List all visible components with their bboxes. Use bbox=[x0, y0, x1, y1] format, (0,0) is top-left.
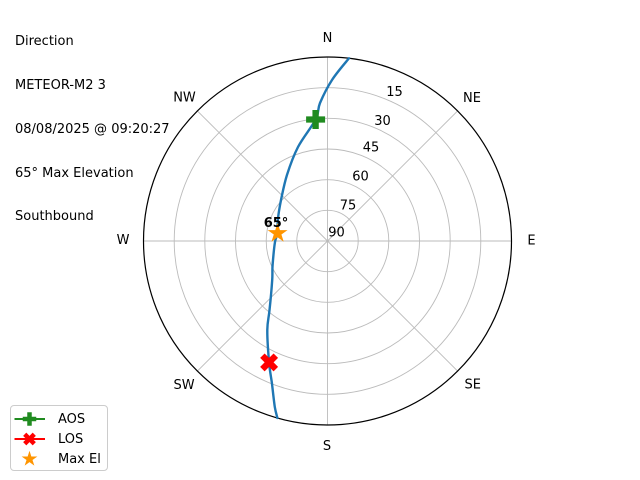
legend-label-los: LOS bbox=[58, 431, 84, 447]
aos-marker bbox=[306, 110, 326, 129]
compass-label-ne: NE bbox=[463, 91, 481, 106]
compass-label-n: N bbox=[323, 31, 333, 46]
polar-grid-spoke bbox=[327, 240, 458, 372]
pass-legend: AOS LOS Max El bbox=[10, 405, 108, 471]
elevation-tick-label: 75 bbox=[340, 199, 357, 214]
legend-marker-glyph bbox=[21, 450, 38, 466]
legend-label-aos: AOS bbox=[58, 411, 86, 427]
legend-label-max-el: Max El bbox=[58, 451, 101, 467]
compass-label-w: W bbox=[117, 233, 130, 248]
max-el-marker bbox=[267, 222, 288, 242]
pass-info-direction-title: Direction bbox=[15, 34, 74, 50]
polar-grid-spoke bbox=[197, 240, 328, 372]
elevation-tick-label: 45 bbox=[363, 141, 380, 156]
compass-label-s: S bbox=[323, 439, 331, 454]
elevation-tick-label: 90 bbox=[328, 226, 345, 241]
los-marker bbox=[260, 353, 279, 372]
elevation-tick-label: 60 bbox=[352, 170, 369, 185]
compass-label-se: SE bbox=[464, 378, 480, 393]
compass-label-e: E bbox=[527, 234, 535, 249]
compass-label-nw: NW bbox=[173, 91, 196, 106]
legend-marker bbox=[22, 412, 37, 426]
pass-info-block: Direction METEOR-M2 3 08/08/2025 @ 09:20… bbox=[15, 6, 170, 254]
legend-marker bbox=[23, 432, 36, 446]
compass-label-sw: SW bbox=[173, 378, 194, 393]
satellite-name: METEOR-M2 3 bbox=[15, 77, 106, 93]
los-x-icon bbox=[14, 429, 50, 449]
legend-item-los: LOS bbox=[14, 429, 107, 449]
elevation-tick-label: 30 bbox=[374, 114, 391, 129]
legend-marker-glyph bbox=[14, 412, 45, 426]
legend-item-max-el: Max El bbox=[14, 449, 107, 469]
elevation-tick-label: 15 bbox=[386, 85, 403, 100]
polar-grid-spoke bbox=[327, 110, 458, 242]
legend-marker bbox=[21, 450, 38, 466]
legend-marker-glyph bbox=[14, 432, 45, 446]
max-el-star-icon bbox=[14, 449, 50, 469]
polar-grid-spoke bbox=[197, 110, 328, 242]
max-elevation-annotation: 65° bbox=[264, 216, 289, 231]
pass-heading-text: Southbound bbox=[15, 209, 94, 225]
max-elevation-text: 65° Max Elevation bbox=[15, 165, 134, 181]
pass-datetime: 08/08/2025 @ 09:20:27 bbox=[15, 121, 170, 137]
horizon-circle bbox=[142, 56, 513, 426]
aos-plus-icon bbox=[14, 409, 50, 429]
legend-item-aos: AOS bbox=[14, 409, 107, 429]
